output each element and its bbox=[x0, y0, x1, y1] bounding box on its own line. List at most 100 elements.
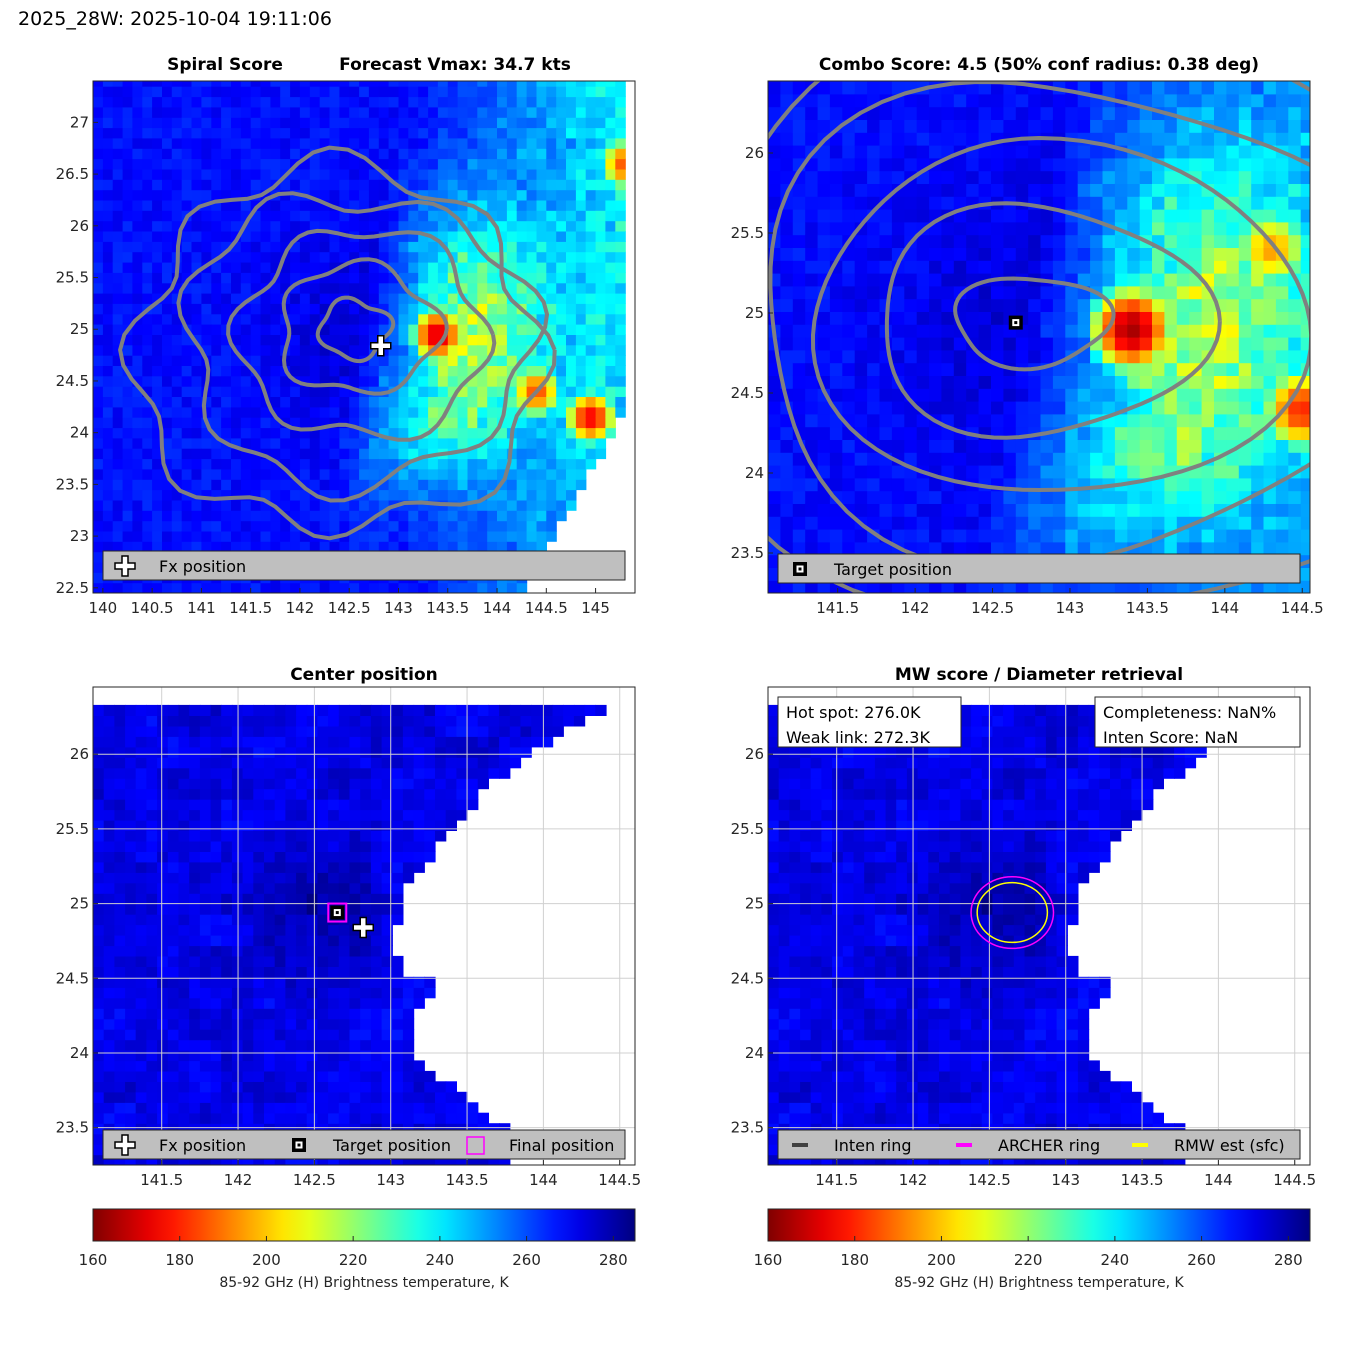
heatmap-cell bbox=[309, 365, 321, 377]
heatmap-cell bbox=[1015, 401, 1029, 415]
heatmap-cell bbox=[1226, 81, 1240, 95]
heatmap-cell bbox=[142, 437, 153, 449]
heatmap-cell bbox=[566, 282, 577, 294]
heatmap-cell bbox=[966, 132, 980, 146]
heatmap-cell bbox=[556, 437, 567, 449]
heatmap-cell bbox=[388, 510, 400, 522]
heatmap-cell bbox=[368, 96, 380, 108]
heatmap-cell bbox=[805, 375, 819, 389]
heatmap-cell bbox=[319, 231, 331, 242]
heatmap-cell bbox=[867, 260, 881, 274]
heatmap-cell bbox=[157, 715, 169, 727]
heatmap-cell bbox=[457, 137, 469, 149]
heatmap-cell bbox=[506, 530, 518, 542]
heatmap-cell bbox=[768, 413, 781, 428]
heatmap-cell bbox=[211, 179, 222, 191]
heatmap-cell bbox=[805, 183, 819, 197]
heatmap-cell bbox=[240, 179, 252, 191]
heatmap-cell bbox=[879, 375, 893, 389]
heatmap-cell bbox=[1102, 529, 1116, 543]
x-tick-label: 142 bbox=[286, 599, 315, 617]
heatmap-cell bbox=[1077, 119, 1091, 133]
heatmap-cell bbox=[135, 861, 147, 873]
heatmap-cell bbox=[329, 168, 340, 180]
heatmap-cell bbox=[359, 406, 370, 418]
heatmap-cell bbox=[270, 520, 281, 532]
heatmap-cell bbox=[260, 541, 271, 553]
heatmap-cell bbox=[605, 272, 616, 284]
heatmap-cell bbox=[457, 386, 469, 397]
heatmap-cell bbox=[1028, 157, 1042, 172]
heatmap-cell bbox=[487, 117, 498, 129]
heatmap-cell bbox=[829, 324, 843, 338]
heatmap-cell bbox=[201, 406, 212, 418]
heatmap-cell bbox=[904, 247, 918, 261]
heatmap-cell bbox=[142, 220, 153, 232]
heatmap-cell bbox=[1251, 324, 1265, 338]
heatmap-cell bbox=[506, 520, 518, 532]
heatmap-cell bbox=[309, 479, 321, 491]
heatmap-cell bbox=[842, 196, 856, 210]
heatmap-cell bbox=[181, 448, 193, 460]
heatmap-cell bbox=[780, 93, 794, 108]
heatmap-cell bbox=[299, 117, 311, 129]
heatmap-cell bbox=[1201, 221, 1215, 236]
heatmap-cell bbox=[1300, 567, 1310, 581]
heatmap-cell bbox=[1164, 183, 1178, 197]
heatmap-cell bbox=[162, 81, 173, 87]
heatmap-cell bbox=[1226, 465, 1240, 479]
heatmap-cell bbox=[1164, 349, 1178, 364]
heatmap-cell bbox=[135, 1081, 147, 1093]
heatmap-cell bbox=[546, 448, 557, 460]
heatmap-cell bbox=[309, 117, 321, 129]
heatmap-cell bbox=[191, 231, 202, 242]
heatmap-cell bbox=[171, 303, 183, 315]
heatmap-cell bbox=[842, 516, 856, 530]
heatmap-cell bbox=[171, 437, 183, 449]
heatmap-cell bbox=[477, 117, 488, 129]
heatmap-cell bbox=[114, 872, 126, 884]
heatmap-cell bbox=[162, 127, 173, 139]
heatmap-cell bbox=[904, 132, 918, 146]
heatmap-cell bbox=[349, 251, 360, 263]
heatmap-cell bbox=[1251, 209, 1265, 223]
heatmap-cell bbox=[260, 489, 271, 501]
heatmap-cell bbox=[1077, 465, 1091, 479]
heatmap-cell bbox=[1015, 119, 1029, 133]
heatmap-cell bbox=[240, 468, 252, 480]
heatmap-cell bbox=[211, 458, 222, 470]
heatmap-cell bbox=[879, 157, 893, 172]
heatmap-cell bbox=[437, 189, 449, 201]
heatmap-cell bbox=[904, 490, 918, 504]
heatmap-cell bbox=[309, 417, 321, 429]
heatmap-cell bbox=[125, 746, 137, 758]
heatmap-cell bbox=[93, 468, 104, 480]
heatmap-cell bbox=[477, 158, 488, 170]
heatmap-cell bbox=[1090, 541, 1104, 556]
heatmap-cell bbox=[211, 189, 222, 201]
heatmap-cell bbox=[408, 396, 419, 408]
heatmap-cell bbox=[526, 334, 538, 346]
heatmap-cell bbox=[867, 388, 881, 402]
heatmap-cell bbox=[189, 903, 201, 915]
heatmap-cell bbox=[270, 324, 281, 335]
heatmap-cell bbox=[953, 465, 967, 479]
heatmap-cell bbox=[891, 311, 905, 325]
heatmap-cell bbox=[125, 1018, 137, 1030]
heatmap-cell bbox=[1214, 234, 1227, 248]
heatmap-cell bbox=[221, 334, 232, 346]
heatmap-cell bbox=[221, 541, 232, 553]
heatmap-cell bbox=[135, 725, 147, 737]
heatmap-cell bbox=[447, 344, 459, 356]
heatmap-cell bbox=[103, 1029, 115, 1041]
heatmap-cell bbox=[1201, 401, 1215, 415]
heatmap-cell bbox=[1090, 157, 1104, 172]
heatmap-cell bbox=[142, 510, 153, 522]
heatmap-cell bbox=[250, 489, 262, 501]
heatmap-cell bbox=[142, 427, 153, 439]
heatmap-cell bbox=[1077, 439, 1091, 453]
heatmap-cell bbox=[408, 148, 419, 160]
heatmap-cell bbox=[418, 313, 429, 325]
heatmap-cell bbox=[1288, 401, 1302, 415]
heatmap-cell bbox=[388, 417, 400, 429]
